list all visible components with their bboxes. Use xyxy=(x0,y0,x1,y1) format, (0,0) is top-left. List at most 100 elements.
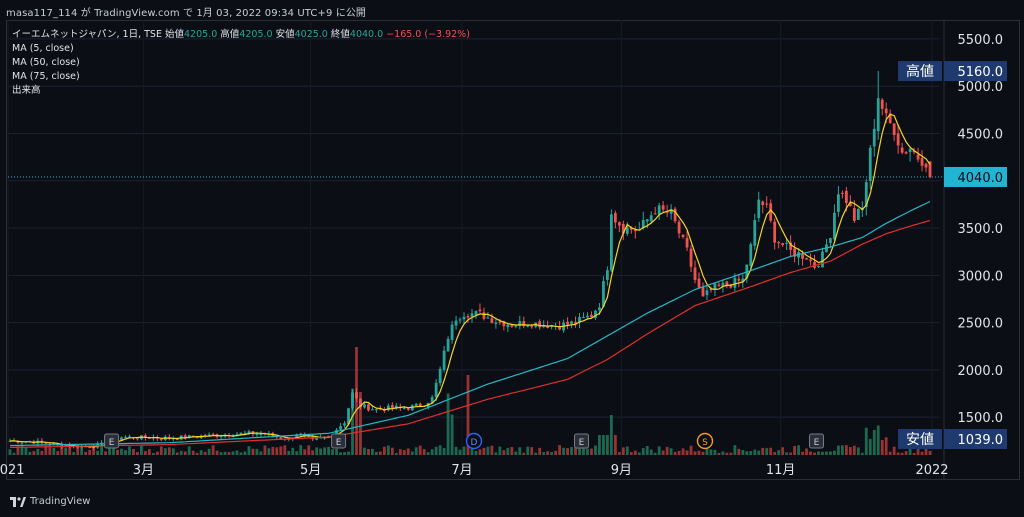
candle-body xyxy=(920,158,924,166)
split-marker xyxy=(696,432,714,450)
volume-bar xyxy=(442,448,446,455)
event-marker-label: E xyxy=(579,438,585,448)
candle-body xyxy=(175,439,179,441)
volume-bar xyxy=(219,452,223,455)
volume-bar xyxy=(606,435,609,455)
legend-ma75[interactable]: MA (75, close) xyxy=(12,71,80,82)
candle-body xyxy=(817,266,820,268)
volume-bar xyxy=(454,446,458,455)
candle-body xyxy=(243,432,247,434)
candle-body xyxy=(844,190,848,204)
candle-body xyxy=(629,227,633,230)
volume-bar xyxy=(371,448,374,455)
legend-ma50[interactable]: MA (50, close) xyxy=(12,57,80,68)
volume-bar xyxy=(554,450,558,455)
volume-bar xyxy=(171,448,175,455)
candle-body xyxy=(307,436,311,438)
volume-bar xyxy=(434,446,438,455)
volume-bar xyxy=(351,388,354,455)
candle-body xyxy=(840,192,844,194)
volume-bar xyxy=(311,450,315,455)
volume-bar xyxy=(327,446,331,455)
candle-body xyxy=(339,426,342,430)
candle-body xyxy=(625,227,629,234)
volume-bar xyxy=(375,451,378,455)
volume-bar xyxy=(801,451,804,455)
volume-bar xyxy=(255,448,259,455)
candle-body xyxy=(717,284,721,286)
legend-ma5[interactable]: MA (5, close) xyxy=(12,43,74,54)
low-badge-value-bg xyxy=(944,429,1007,449)
volume-bar xyxy=(645,446,649,455)
low-badge-label: 安値 xyxy=(906,432,934,448)
volume-bar xyxy=(402,450,406,455)
candle-body xyxy=(359,398,362,408)
candle-body xyxy=(446,338,450,352)
candle-body xyxy=(128,436,131,438)
candle-body xyxy=(697,278,701,288)
volume-bar xyxy=(319,448,323,455)
volume-bar xyxy=(518,447,522,455)
volume-bar xyxy=(494,452,498,455)
volume-bar xyxy=(406,448,410,455)
candle-body xyxy=(765,203,769,205)
volume-bar xyxy=(12,452,16,455)
candle-body xyxy=(725,281,729,286)
x-tick-label: 2021 xyxy=(0,463,25,478)
volume-bar xyxy=(303,449,307,455)
volume-bar xyxy=(864,427,868,455)
legend-high: 4205.0 xyxy=(239,29,273,40)
legend-ohlc: イーエムネットジャパン, 1日, TSE 始値4205.0 高値4205.0 安… xyxy=(12,28,470,42)
volume-bar xyxy=(793,445,796,455)
volume-bar xyxy=(247,446,251,455)
earnings-marker xyxy=(104,433,120,449)
earnings-marker xyxy=(809,433,824,449)
volume-bar xyxy=(538,447,542,455)
candle-body xyxy=(566,321,569,325)
volume-bar xyxy=(339,452,342,455)
volume-bar xyxy=(490,445,494,455)
volume-bar xyxy=(669,448,673,455)
candle-body xyxy=(494,322,498,324)
candle-body xyxy=(594,310,597,319)
volume-bar xyxy=(84,451,88,455)
candle-body xyxy=(852,208,856,221)
volume-bar xyxy=(753,449,757,455)
volume-bar xyxy=(844,445,848,455)
last-price-badge: 4040.0 xyxy=(958,171,1004,186)
volume-bar xyxy=(609,415,613,455)
volume-bar xyxy=(860,452,864,455)
legend-low-label: 安値 xyxy=(275,29,295,40)
volume-bar xyxy=(737,448,741,455)
volume-bar xyxy=(697,450,701,455)
volume-bar xyxy=(908,445,912,455)
legend-volume[interactable]: 出来高 xyxy=(12,85,41,96)
candle-body xyxy=(813,261,816,268)
candle-body xyxy=(518,321,522,326)
candle-body xyxy=(458,319,462,321)
candle-body xyxy=(641,219,645,229)
candle-body xyxy=(434,382,438,397)
candle-body xyxy=(789,242,793,250)
volume-bar xyxy=(239,452,243,455)
candle-body xyxy=(574,321,577,324)
candle-body xyxy=(530,326,534,328)
volume-bar xyxy=(386,445,390,455)
volume-bar xyxy=(928,450,932,455)
volume-bar xyxy=(155,451,159,455)
volume-bar xyxy=(438,445,442,455)
volume-bars xyxy=(8,347,932,455)
candle-body xyxy=(586,315,589,318)
candle-body xyxy=(438,368,442,384)
y-tick-label: 5000.0 xyxy=(958,80,1004,95)
high-badge-label-bg xyxy=(898,61,942,82)
tradingview-footer[interactable]: TradingView xyxy=(10,496,90,507)
volume-bar xyxy=(430,449,434,455)
x-tick-label: 3月 xyxy=(133,463,154,478)
low-badge-label-bg xyxy=(898,429,942,449)
candle-body xyxy=(761,201,765,206)
volume-bar xyxy=(315,447,319,455)
volume-bar xyxy=(120,448,123,455)
